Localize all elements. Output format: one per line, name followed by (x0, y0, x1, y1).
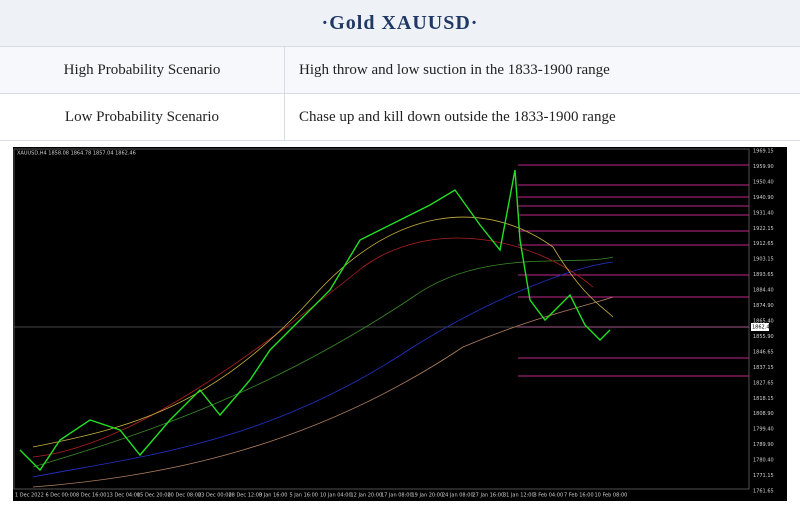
price-label: 1903.15 (753, 257, 774, 263)
price-label: 1818.15 (753, 396, 774, 402)
current-price: 1862.46 (752, 325, 773, 331)
price-label: 1940.90 (753, 195, 774, 201)
price-label: 1780.40 (753, 458, 774, 464)
time-label: 15 Dec 20:00 (137, 493, 171, 499)
price-label: 1931.40 (753, 210, 774, 216)
price-label: 1808.90 (753, 411, 774, 417)
price-label: 1950.40 (753, 179, 774, 185)
price-label: 1959.90 (753, 164, 774, 170)
time-label: 20 Dec 08:00 (168, 493, 202, 499)
table-cell: High throw and low suction in the 1833-1… (284, 46, 800, 94)
price-label: 1922.15 (753, 226, 774, 232)
chart-header: XAUUSD,H4 1858.08 1864.78 1857.04 1862.4… (17, 151, 136, 157)
price-label: 1846.65 (753, 349, 774, 355)
time-label: 7 Feb 16:00 (564, 493, 594, 499)
current-price-box (751, 323, 769, 331)
time-label: 28 Dec 12:00 (229, 493, 263, 499)
price-label: 1771.15 (753, 473, 774, 479)
scenario-table: High Probability Scenario High throw and… (0, 46, 800, 141)
price-label: 1761.65 (753, 489, 774, 495)
table-cell: High Probability Scenario (0, 46, 285, 94)
time-label: 13 Dec 04:00 (107, 493, 141, 499)
time-label: 17 Jan 08:00 (381, 493, 413, 499)
title: ·Gold XAUUSD· (0, 0, 800, 46)
time-label: 10 Feb 08:00 (595, 493, 628, 499)
price-chart: XAUUSD,H4 1858.08 1864.78 1857.04 1862.4… (13, 147, 787, 501)
price-line (19, 169, 611, 472)
table-cell: Chase up and kill down outside the 1833-… (284, 93, 800, 141)
time-label: 12 Jan 20:00 (351, 493, 383, 499)
price-label: 1799.40 (753, 427, 774, 433)
table-cell: Low Probability Scenario (0, 93, 285, 141)
price-label: 1837.15 (753, 365, 774, 371)
time-label: 31 Jan 12:00 (503, 493, 535, 499)
moving-averages (32, 216, 614, 488)
time-label: 24 Jan 08:00 (442, 493, 474, 499)
chart-background (13, 147, 787, 501)
price-label: 1912.65 (753, 241, 774, 247)
time-label: 8 Dec 16:00 (76, 493, 106, 499)
price-label: 1855.90 (753, 334, 774, 340)
time-label: 3 Feb 04:00 (534, 493, 564, 499)
time-label: 3 Jan 16:00 (259, 493, 287, 499)
time-label: 23 Dec 00:00 (198, 493, 232, 499)
price-label: 1827.65 (753, 380, 774, 386)
price-label: 1874.90 (753, 303, 774, 309)
time-label: 27 Jan 16:00 (473, 493, 505, 499)
price-label: 1865.40 (753, 319, 774, 325)
plot-frame (13, 148, 750, 490)
time-label: 10 Jan 04:00 (320, 493, 352, 499)
price-label: 1884.40 (753, 288, 774, 294)
time-label: 1 Dec 2022 (15, 493, 44, 499)
time-label: 5 Jan 16:00 (290, 493, 318, 499)
price-label: 1969.15 (753, 149, 774, 155)
time-label: 6 Dec 00:00 (46, 493, 76, 499)
time-label: 19 Jan 20:00 (412, 493, 444, 499)
price-label: 1893.65 (753, 272, 774, 278)
table-row: Low Probability Scenario Chase up and ki… (0, 93, 800, 141)
price-label: 1789.90 (753, 442, 774, 448)
table-row: High Probability Scenario High throw and… (0, 46, 800, 94)
